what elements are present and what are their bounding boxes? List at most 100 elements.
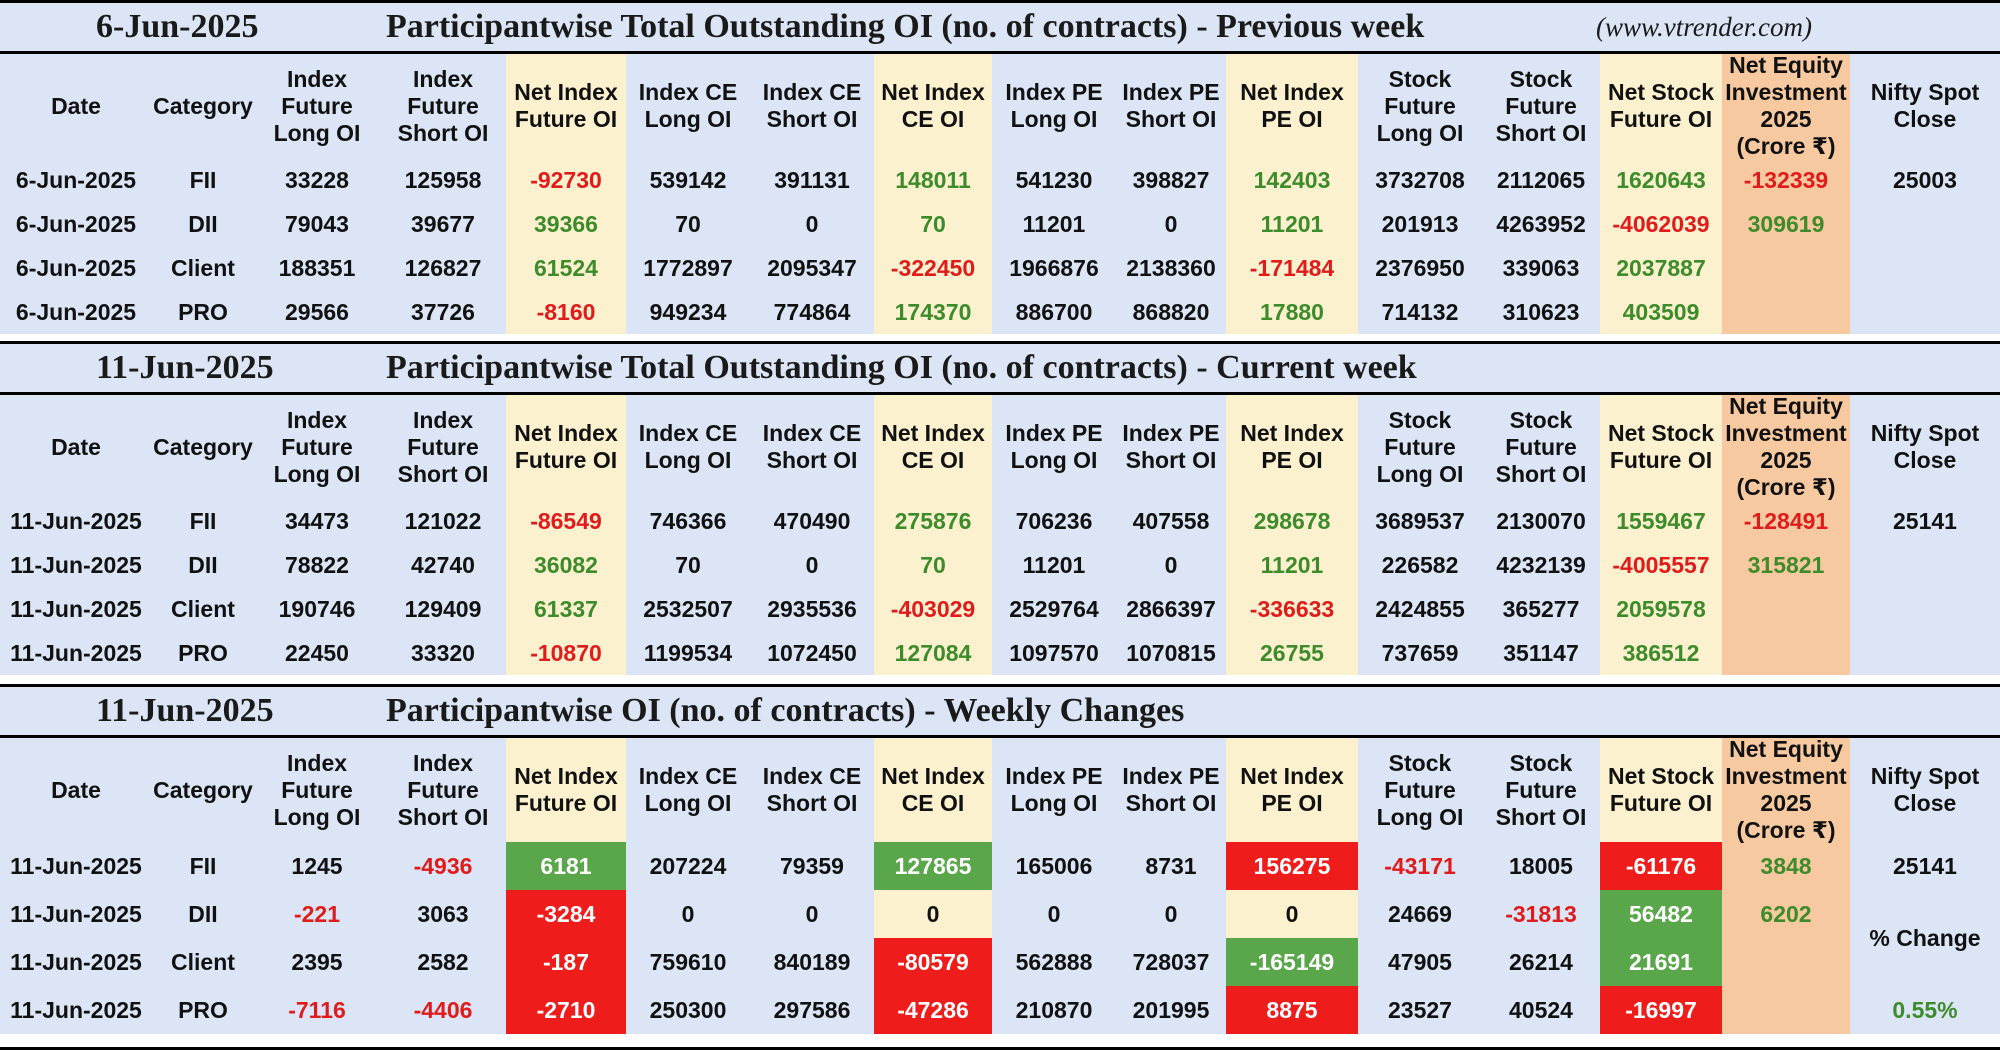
cell-index-pe-long-oi: 706236 xyxy=(1015,507,1093,534)
header-stock-future-long-oi: Stock Future Long OI xyxy=(1358,54,1482,158)
cell-net-equity-investment: 309619 xyxy=(1747,210,1825,237)
cell-net-stock-future-oi: -4062039 xyxy=(1612,210,1710,237)
net-column-band xyxy=(874,395,992,675)
cell-index-ce-short-oi: 0 xyxy=(805,551,819,578)
header-line: Short OI xyxy=(1495,803,1587,830)
header-line: PE OI xyxy=(1261,106,1323,132)
cell-net-stock-future-oi: 1620643 xyxy=(1616,166,1706,193)
header-index-pe-long-oi: Index PE Long OI xyxy=(992,54,1116,158)
cell-index-future-short-oi: 3063 xyxy=(417,900,469,927)
cell-net-index-ce-oi: 70 xyxy=(920,551,946,578)
section-title: Participantwise Total Outstanding OI (no… xyxy=(386,349,1417,386)
cell-net-equity-investment xyxy=(1722,246,1850,290)
cell-net-index-pe-oi: 17880 xyxy=(1260,298,1324,325)
cell-category: PRO xyxy=(178,996,228,1023)
header-line: Index PE xyxy=(1005,79,1103,105)
header-index-ce-long-oi: Index CE Long OI xyxy=(626,395,750,499)
cell-index-pe-short-oi: 407558 xyxy=(1132,507,1210,534)
cell-index-pe-long-oi: 886700 xyxy=(1015,298,1093,325)
cell-net-stock-future-oi: 2059578 xyxy=(1616,595,1706,622)
table-body: Date Category Index Future Long OI Index Futur… xyxy=(0,393,2000,675)
header-line: (Crore ₹) xyxy=(1736,474,1836,500)
header-line: CE OI xyxy=(901,106,965,132)
header-line: Future xyxy=(407,92,479,119)
cell-net-index-ce-oi: -47286 xyxy=(874,986,992,1034)
cell-net-equity-investment xyxy=(1722,290,1850,334)
net-column-band xyxy=(874,54,992,334)
header-line: Long OI xyxy=(644,447,732,473)
cell-net-stock-future-oi: 2037887 xyxy=(1616,254,1706,281)
header-line: Stock xyxy=(1509,406,1573,433)
header-line: Future xyxy=(1384,776,1456,803)
header-index-pe-long-oi: Index PE Long OI xyxy=(992,395,1116,499)
cell-index-future-long-oi: 190746 xyxy=(278,595,356,622)
header-line: PE OI xyxy=(1261,447,1323,473)
header-line: Long OI xyxy=(644,106,732,132)
header-index-future-long-oi: Index Future Long OI xyxy=(254,395,380,499)
header-line: Long OI xyxy=(1376,119,1464,146)
header-line: Long OI xyxy=(1376,803,1464,830)
header-net-equity-investment: Net Equity Investment 2025 (Crore ₹) xyxy=(1722,52,1850,159)
cell-net-index-future-oi: -86549 xyxy=(530,507,602,534)
header-line: Index PE xyxy=(1122,79,1220,105)
header-index-pe-long-oi: Index PE Long OI xyxy=(992,738,1116,842)
header-index-future-short-oi: Index Future Short OI xyxy=(380,54,506,158)
header-index-pe-short-oi: Index PE Short OI xyxy=(1116,54,1226,158)
cell-date: 11-Jun-2025 xyxy=(10,595,142,622)
cell-net-index-pe-oi: 11201 xyxy=(1260,210,1324,237)
cell-index-future-long-oi: -221 xyxy=(293,900,341,927)
header-index-future-long-oi: Index Future Long OI xyxy=(254,738,380,842)
header-index-ce-short-oi: Index CE Short OI xyxy=(750,738,874,842)
header-index-future-long-oi: Index Future Long OI xyxy=(254,54,380,158)
cell-stock-future-long-oi: 3732708 xyxy=(1375,166,1465,193)
cell-stock-future-short-oi: 2112065 xyxy=(1496,166,1586,193)
cell-net-index-future-oi: 61524 xyxy=(534,254,598,281)
cell-net-index-future-oi: 36082 xyxy=(534,551,598,578)
cell-net-equity-investment: -128491 xyxy=(1743,507,1829,534)
cell-index-future-short-oi: 2582 xyxy=(417,948,469,975)
header-line: Index xyxy=(286,406,348,433)
cell-stock-future-short-oi: 365277 xyxy=(1502,595,1580,622)
header-line: Future OI xyxy=(514,447,618,473)
header-line: Index CE xyxy=(762,763,862,789)
header-nifty-spot-close: Nifty Spot Close xyxy=(1850,738,2000,842)
header-line: Future OI xyxy=(1609,790,1713,816)
header-index-future-short-oi: Index Future Short OI xyxy=(380,738,506,842)
cell-stock-future-long-oi: -43171 xyxy=(1384,852,1456,879)
cell-nifty-spot-close: 25003 xyxy=(1893,166,1957,193)
header-line: Short OI xyxy=(766,790,858,816)
header-line: Future OI xyxy=(514,790,618,816)
header-line: Date xyxy=(51,433,101,460)
header-line: Net Index xyxy=(514,79,618,105)
cell-index-ce-short-oi: 0 xyxy=(805,900,819,927)
cell-index-ce-long-oi: 70 xyxy=(675,551,701,578)
header-nifty-spot-close: Nifty Spot Close xyxy=(1850,395,2000,499)
cell-index-pe-long-oi: 11201 xyxy=(1022,210,1086,237)
cell-net-index-future-oi: -3284 xyxy=(506,890,626,938)
header-index-pe-short-oi: Index PE Short OI xyxy=(1116,395,1226,499)
header-line: Future xyxy=(1384,433,1456,460)
cell-stock-future-short-oi: 26214 xyxy=(1509,948,1573,975)
header-index-ce-short-oi: Index CE Short OI xyxy=(750,395,874,499)
cell-nifty-spot-close xyxy=(1850,631,2000,675)
cell-index-ce-short-oi: 297586 xyxy=(773,996,851,1023)
cell-net-index-ce-oi: -80579 xyxy=(874,938,992,986)
header-line: Investment xyxy=(1725,763,1847,789)
cell-net-index-ce-oi: -322450 xyxy=(890,254,976,281)
cell-index-ce-short-oi: 0 xyxy=(805,210,819,237)
cell-date: 11-Jun-2025 xyxy=(10,551,142,578)
cell-date: 11-Jun-2025 xyxy=(10,948,142,975)
header-line: Index CE xyxy=(638,763,738,789)
cell-net-stock-future-oi: 21691 xyxy=(1600,938,1722,986)
header-line: Index xyxy=(286,749,348,776)
header-line: Short OI xyxy=(1495,119,1587,146)
cell-net-index-pe-oi: -171484 xyxy=(1249,254,1335,281)
cell-net-equity-investment: 6202 xyxy=(1760,900,1812,927)
cell-index-future-short-oi: 33320 xyxy=(411,639,475,666)
cell-index-future-long-oi: 2395 xyxy=(291,948,343,975)
cell-net-equity-investment: 315821 xyxy=(1747,551,1825,578)
cell-index-pe-long-oi: 11201 xyxy=(1022,551,1086,578)
cell-date: 6-Jun-2025 xyxy=(15,166,137,193)
header-line: Net Index xyxy=(514,420,618,446)
cell-stock-future-short-oi: 40524 xyxy=(1509,996,1573,1023)
